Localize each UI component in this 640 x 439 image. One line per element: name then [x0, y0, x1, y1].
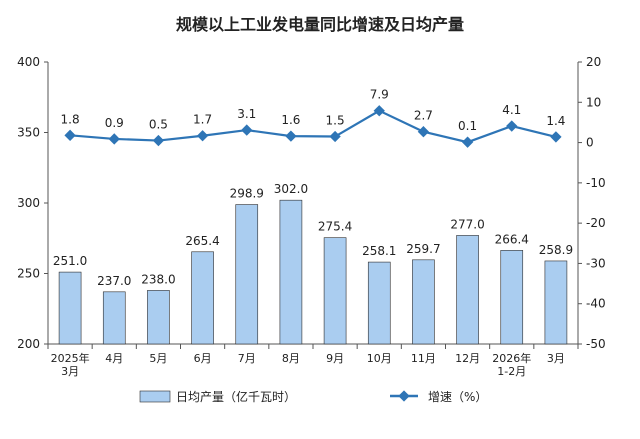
- growth-value-label: 1.7: [193, 113, 212, 127]
- bar: [544, 260, 568, 345]
- bar: [412, 259, 435, 345]
- legend: 日均产量（亿千瓦时） 增速（%）: [139, 389, 487, 404]
- bar-value-label: 258.1: [362, 244, 396, 258]
- y-right-tick-label: -10: [586, 176, 606, 190]
- growth-point: [196, 130, 209, 142]
- growth-value-label: 0.5: [149, 118, 168, 132]
- bar-value-label: 265.4: [185, 234, 219, 248]
- bar-value-label: 259.7: [406, 242, 440, 256]
- chart-title: 规模以上工业发电量同比增速及日均产量: [176, 15, 464, 34]
- growth-value-label: 2.7: [414, 109, 433, 123]
- x-category-label: 12月: [455, 352, 480, 365]
- growth-value-label: 1.4: [546, 114, 565, 128]
- x-category-label: 1-2月: [497, 365, 526, 378]
- growth-value-label: 1.6: [281, 113, 300, 127]
- bar-value-label: 302.0: [274, 182, 308, 196]
- growth-point: [241, 124, 253, 136]
- growth-point: [417, 126, 430, 138]
- growth-value-label: 1.8: [61, 112, 80, 126]
- growth-value-label: 4.1: [502, 103, 521, 117]
- growth-point: [329, 130, 341, 143]
- legend-bar-label: 日均产量（亿千瓦时）: [176, 389, 296, 404]
- bar: [235, 204, 259, 345]
- legend-bar-swatch: [139, 390, 171, 403]
- growth-line-series: 1.8 0.9 0.5 1.7 3.1 1.6 1.5 7.9 2.7 0.1 4.1 1.4: [61, 88, 565, 148]
- bar-value-label: 258.9: [539, 243, 573, 257]
- x-category-label: 2025年: [51, 351, 90, 365]
- y-left-tick-label: 350: [17, 126, 40, 140]
- axes: 200 250 300 350 400 20 10 0 -10 -20 -30 -40 -50 2025年…: [17, 55, 606, 378]
- growth-point: [461, 136, 474, 148]
- bar: [191, 251, 214, 345]
- y-right-tick-label: 0: [586, 136, 594, 150]
- y-right-tick-label: -40: [586, 297, 606, 311]
- bar: [102, 291, 126, 345]
- bar: [500, 250, 524, 345]
- growth-line: [69, 109, 557, 144]
- y-left-tick-label: 300: [17, 196, 40, 210]
- bar-value-label: 277.0: [450, 217, 484, 231]
- growth-point: [64, 129, 76, 141]
- y-left-tick-label: 250: [17, 267, 40, 281]
- bar-value-label: 298.9: [230, 187, 264, 201]
- bar-value-label: 275.4: [318, 220, 352, 234]
- y-right-tick-label: 10: [586, 95, 601, 109]
- growth-value-label: 0.1: [458, 119, 477, 133]
- bar-value-label: 238.0: [141, 272, 175, 286]
- legend-line-marker: [398, 390, 410, 402]
- x-category-label: 11月: [411, 352, 436, 365]
- bar-value-label: 251.0: [53, 254, 87, 268]
- x-category-label: 10月: [367, 352, 392, 365]
- y-left-tick-label: 200: [17, 337, 40, 351]
- bar-value-label: 266.4: [495, 232, 529, 246]
- bar: [58, 271, 82, 345]
- bar: [279, 199, 303, 345]
- y-right-tick-label: -20: [586, 216, 606, 230]
- bars: 251.0 237.0 238.0 265.4 298.9 302.0 275.4 258.1…: [53, 182, 573, 345]
- y-right-tick-label: -30: [586, 256, 606, 270]
- x-category-label: 8月: [282, 352, 300, 365]
- x-category-label: 5月: [149, 352, 167, 365]
- growth-value-label: 0.9: [105, 116, 124, 130]
- x-category-label: 6月: [194, 352, 212, 365]
- bar: [456, 235, 479, 345]
- growth-point: [285, 130, 297, 142]
- x-category-label: 3月: [61, 365, 79, 378]
- x-category-label: 7月: [238, 352, 256, 365]
- bar: [147, 290, 170, 345]
- bar: [323, 237, 347, 345]
- y-right-tick-label: 20: [586, 55, 601, 69]
- growth-value-label: 7.9: [370, 88, 389, 102]
- x-category-label: 9月: [326, 352, 344, 365]
- growth-value-label: 1.5: [326, 114, 345, 128]
- y-left-tick-label: 400: [17, 55, 40, 69]
- growth-point: [373, 105, 385, 117]
- growth-point: [550, 131, 562, 143]
- growth-point: [506, 120, 518, 132]
- x-category-label: 3月: [547, 352, 565, 365]
- growth-point: [108, 133, 120, 145]
- growth-value-label: 3.1: [237, 107, 256, 121]
- x-category-label: 4月: [105, 352, 123, 365]
- x-category-label: 2026年: [492, 351, 531, 365]
- y-right-tick-label: -50: [586, 337, 606, 351]
- growth-point: [152, 134, 165, 147]
- legend-line-label: 增速（%）: [428, 390, 487, 404]
- bar-value-label: 237.0: [97, 274, 131, 288]
- bar: [367, 261, 391, 345]
